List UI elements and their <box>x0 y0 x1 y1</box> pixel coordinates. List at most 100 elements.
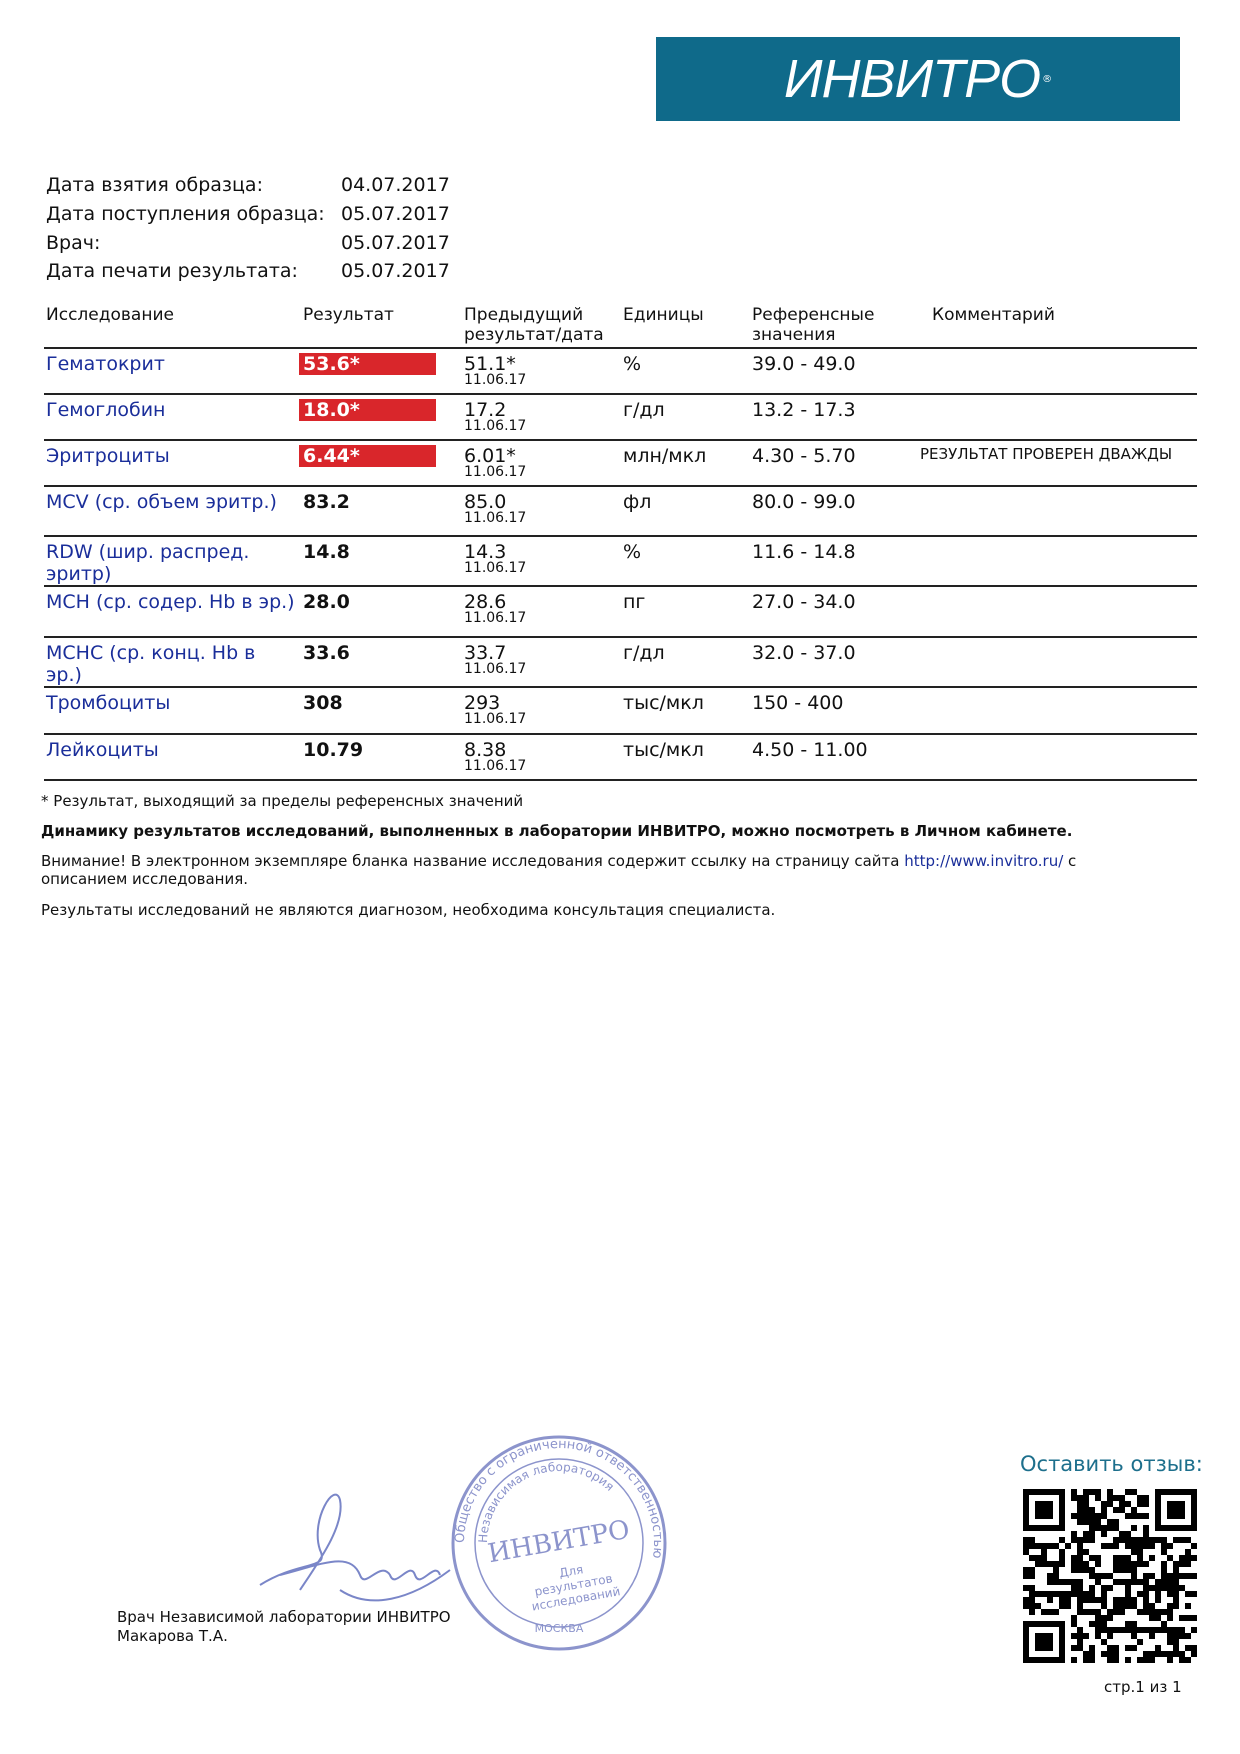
column-header: Референсные значения <box>752 305 875 345</box>
previous-result: 17.2 <box>464 399 507 421</box>
test-name-link[interactable]: RDW (шир. распред. эритр) <box>46 541 250 585</box>
unit: % <box>623 353 642 375</box>
logo-text: ИНВИТРО <box>783 49 1041 109</box>
column-header: Комментарий <box>932 305 1055 325</box>
feedback-qr-code[interactable] <box>1023 1489 1197 1663</box>
row-divider <box>44 393 1197 395</box>
info-value: 05.07.2017 <box>341 232 450 254</box>
info-value: 05.07.2017 <box>341 260 450 282</box>
test-name-link[interactable]: MCV (ср. объем эритр.) <box>46 491 277 513</box>
test-name-link[interactable]: Гемоглобин <box>46 399 166 421</box>
registered-mark: ® <box>1042 73 1053 85</box>
stamp-sub: Для <box>558 1562 584 1580</box>
reference-range: 39.0 - 49.0 <box>752 353 856 375</box>
previous-date: 11.06.17 <box>464 758 527 774</box>
warning-text-end: с описанием исследования. <box>41 852 1077 888</box>
unit: тыс/мкл <box>623 739 704 761</box>
previous-date: 11.06.17 <box>464 510 527 526</box>
result-value: 14.8 <box>303 541 350 563</box>
result-value: 33.6 <box>303 642 350 664</box>
reference-range: 32.0 - 37.0 <box>752 642 856 664</box>
reference-range: 80.0 - 99.0 <box>752 491 856 513</box>
previous-result: 8.38 <box>464 739 507 761</box>
reference-range: 4.50 - 11.00 <box>752 739 868 761</box>
result-value: 83.2 <box>303 491 350 513</box>
row-divider <box>44 535 1197 537</box>
stamp: Общество с ограниченной ответственностью… <box>451 1435 667 1651</box>
row-divider <box>44 779 1197 781</box>
info-value: 04.07.2017 <box>341 174 450 196</box>
dynamics-note: Динамику результатов исследований, выпол… <box>41 822 1073 840</box>
unit: % <box>623 541 642 563</box>
previous-result: 28.6 <box>464 591 507 613</box>
info-value: 05.07.2017 <box>341 203 450 225</box>
info-label: Дата взятия образца: <box>46 174 263 196</box>
test-name-link[interactable]: Эритроциты <box>46 445 170 467</box>
doctor-name: Макарова Т.А. <box>117 1627 228 1645</box>
reference-range: 13.2 - 17.3 <box>752 399 856 421</box>
previous-result: 14.3 <box>464 541 507 563</box>
previous-result: 293 <box>464 692 501 714</box>
test-name-link[interactable]: Лейкоциты <box>46 739 159 761</box>
flagged-result: 18.0* <box>299 399 436 421</box>
unit: фл <box>623 491 652 513</box>
doctor-title: Врач Независимой лаборатории ИНВИТРО <box>117 1608 451 1626</box>
row-divider <box>44 686 1197 688</box>
page-number: стр.1 из 1 <box>1104 1678 1182 1696</box>
unit: г/дл <box>623 642 665 664</box>
row-divider <box>44 485 1197 487</box>
invitro-link[interactable]: http://www.invitro.ru/ <box>904 852 1064 870</box>
unit: тыс/мкл <box>623 692 704 714</box>
reference-range: 4.30 - 5.70 <box>752 445 856 467</box>
previous-date: 11.06.17 <box>464 372 527 388</box>
previous-date: 11.06.17 <box>464 560 527 576</box>
column-header: Единицы <box>623 305 704 325</box>
previous-result: 33.7 <box>464 642 507 664</box>
row-divider <box>44 439 1197 441</box>
disclaimer-note: Результаты исследований не являются диаг… <box>41 901 776 919</box>
test-name-link[interactable]: Гематокрит <box>46 353 165 375</box>
unit: млн/мкл <box>623 445 707 467</box>
info-label: Дата поступления образца: <box>46 203 325 225</box>
row-divider <box>44 733 1197 735</box>
column-header: Результат <box>303 305 394 325</box>
test-name-link[interactable]: MCHC (ср. конц. Hb в эр.) <box>46 642 256 686</box>
row-divider <box>44 347 1197 349</box>
invitro-logo: ИНВИТРО ® <box>656 37 1180 121</box>
signature-block: Врач Независимой лаборатории ИНВИТРО Мак… <box>117 1608 451 1646</box>
previous-result: 51.1* <box>464 353 516 375</box>
warning-note: Внимание! В электронном экземпляре бланк… <box>41 852 1161 888</box>
row-divider <box>44 585 1197 587</box>
column-header: Предыдущий результат/дата <box>464 305 604 345</box>
feedback-label: Оставить отзыв: <box>1020 1452 1203 1476</box>
previous-date: 11.06.17 <box>464 711 527 727</box>
previous-date: 11.06.17 <box>464 464 527 480</box>
previous-date: 11.06.17 <box>464 610 527 626</box>
previous-result: 6.01* <box>464 445 516 467</box>
test-name-link[interactable]: MCH (ср. содер. Hb в эр.) <box>46 591 295 613</box>
previous-result: 85.0 <box>464 491 507 513</box>
unit: г/дл <box>623 399 665 421</box>
result-value: 308 <box>303 692 343 714</box>
stamp-city: МОСКВА <box>535 1622 584 1635</box>
row-divider <box>44 636 1197 638</box>
test-name-link[interactable]: Тромбоциты <box>46 692 171 714</box>
info-label: Дата печати результата: <box>46 260 298 282</box>
stamp-center-text: ИНВИТРО <box>486 1515 632 1569</box>
flagged-result: 6.44* <box>299 445 436 467</box>
result-value: 28.0 <box>303 591 350 613</box>
comment: РЕЗУЛЬТАТ ПРОВЕРЕН ДВАЖДЫ <box>920 445 1173 463</box>
previous-date: 11.06.17 <box>464 418 527 434</box>
reference-range: 150 - 400 <box>752 692 844 714</box>
reference-range: 11.6 - 14.8 <box>752 541 856 563</box>
unit: пг <box>623 591 646 613</box>
info-label: Врач: <box>46 232 101 254</box>
previous-date: 11.06.17 <box>464 661 527 677</box>
flagged-result: 53.6* <box>299 353 436 375</box>
signature <box>259 1493 451 1602</box>
asterisk-note: * Результат, выходящий за пределы рефере… <box>41 792 524 810</box>
result-value: 10.79 <box>303 739 364 761</box>
warning-text: Внимание! В электронном экземпляре бланк… <box>41 852 905 870</box>
column-header: Исследование <box>46 305 174 325</box>
reference-range: 27.0 - 34.0 <box>752 591 856 613</box>
